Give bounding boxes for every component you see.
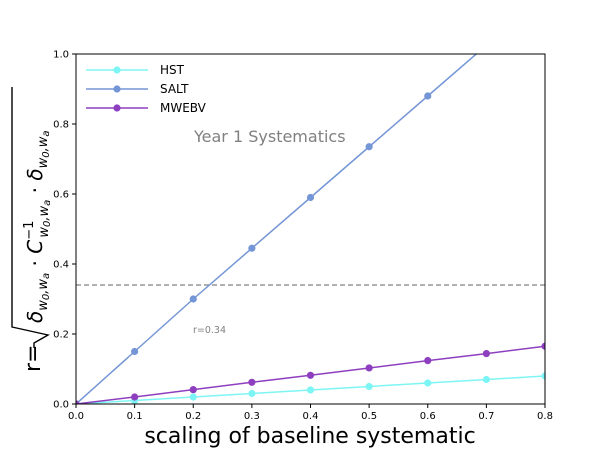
series-layer [76,42,545,404]
data-point-hst [248,389,256,398]
legend-marker-mwebv [113,104,121,112]
x-tick-label: 0.3 [244,411,260,422]
svg-text:r=: r= [21,345,46,372]
y-tick-label: 0.6 [53,190,69,201]
y-axis-ticks: 0.0 0.2 0.4 0.6 0.8 1.0 [53,50,76,411]
legend-marker-hst [113,66,121,74]
y-axis-formula: δw0,wa · C−1w0,wa · δw0,wa [22,130,53,323]
data-point-salt [306,193,315,202]
y-tick-label: 0.0 [53,400,69,411]
y-tick-label: 0.2 [53,330,69,341]
y-tick-label: 0.4 [53,260,69,271]
data-point-mwebv [306,371,315,379]
data-point-hst [541,372,545,380]
data-point-hst [189,393,197,401]
legend-label-salt: SALT [160,82,189,96]
data-point-mwebv [189,386,197,394]
annotation-year1-systematics: Year 1 Systematics [193,127,346,146]
data-point-salt [483,42,490,49]
data-point-hst [365,382,373,391]
x-tick-label: 0.7 [478,411,494,422]
x-tick-label: 0.2 [185,411,201,422]
data-point-mwebv [424,357,432,365]
data-point-salt [131,347,139,356]
y-axis-label: r= δw0,wa · C−1w0,wa · δw0,wa [11,87,53,372]
plot-area [76,54,545,404]
legend-label-mwebv: MWEBV [160,101,207,115]
y-tick-label: 1.0 [53,50,69,61]
sqrt-symbol [11,87,50,348]
x-tick-label: 0.1 [127,411,143,422]
data-point-salt [424,92,432,100]
annotation-ref-value: r=0.34 [193,325,226,336]
x-axis-label: scaling of baseline systematic [144,424,475,449]
data-point-mwebv [248,378,256,386]
legend: HST SALT MWEBV [86,63,207,115]
data-point-salt [365,143,373,151]
legend-marker-salt [113,85,121,93]
x-axis-ticks: 0.0 0.1 0.2 0.3 0.4 0.5 0.6 0.7 0.8 [68,404,553,422]
data-point-salt [189,295,197,303]
x-tick-label: 0.0 [68,411,84,422]
legend-label-hst: HST [160,63,185,77]
y-tick-label: 0.8 [53,120,69,131]
x-tick-label: 0.8 [537,411,553,422]
data-point-hst [424,379,432,387]
data-point-mwebv [365,364,373,372]
x-tick-label: 0.4 [303,411,319,422]
data-point-hst [482,375,490,384]
data-point-salt [248,244,256,252]
data-point-mwebv [76,400,80,404]
data-point-mwebv [482,350,490,358]
data-point-mwebv [541,342,545,350]
x-tick-label: 0.5 [361,411,377,422]
x-tick-label: 0.6 [420,411,436,422]
data-point-hst [306,386,315,394]
data-point-mwebv [131,393,139,401]
